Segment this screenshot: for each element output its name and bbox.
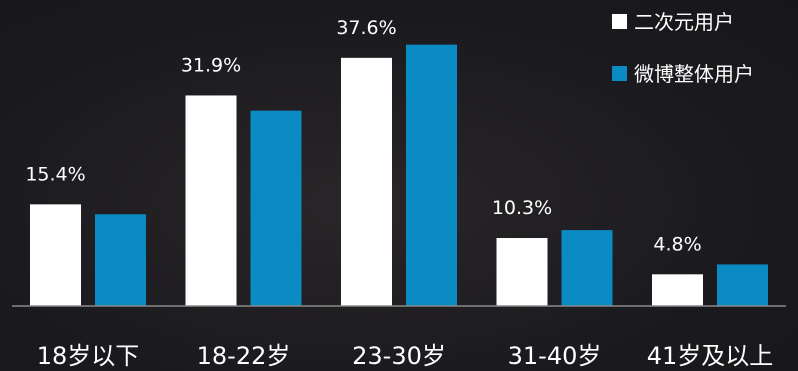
value-label-3: 37.6% <box>336 17 396 39</box>
x-tick-label-1: 18岁以下 <box>37 342 140 370</box>
value-label-4: 10.3% <box>492 197 552 219</box>
value-labels-layer: 15.4% 31.9% 37.6% 10.3% 4.8% <box>25 17 701 255</box>
value-label-1: 15.4% <box>25 163 85 185</box>
bar-acg-users-4 <box>496 238 548 306</box>
x-tick-label-3: 23-30岁 <box>352 342 446 370</box>
bars-layer <box>30 44 768 307</box>
bar-acg-users-1 <box>30 204 81 306</box>
bar-weibo-users-5 <box>717 264 768 306</box>
bar-weibo-users-3 <box>406 44 457 306</box>
bar-acg-users-5 <box>652 274 703 306</box>
legend-label-2: 微博整体用户 <box>634 62 754 86</box>
value-label-5: 4.8% <box>653 233 701 255</box>
bar-weibo-users-4 <box>561 230 613 306</box>
x-tick-label-4: 31-40岁 <box>508 342 602 370</box>
bar-acg-users-2 <box>185 95 237 307</box>
x-tick-labels: 18岁以下 18-22岁 23-30岁 31-40岁 41岁及以上 <box>37 342 774 370</box>
legend-swatch-2 <box>612 66 627 81</box>
bar-acg-users-3 <box>341 57 392 307</box>
x-tick-label-2: 18-22岁 <box>197 342 291 370</box>
bar-weibo-users-1 <box>95 214 146 306</box>
legend-swatch-1 <box>612 14 627 29</box>
x-tick-label-5: 41岁及以上 <box>647 342 774 370</box>
value-label-2: 31.9% <box>181 54 241 76</box>
legend-label-1: 二次元用户 <box>634 10 734 34</box>
bar-weibo-users-2 <box>250 110 302 306</box>
